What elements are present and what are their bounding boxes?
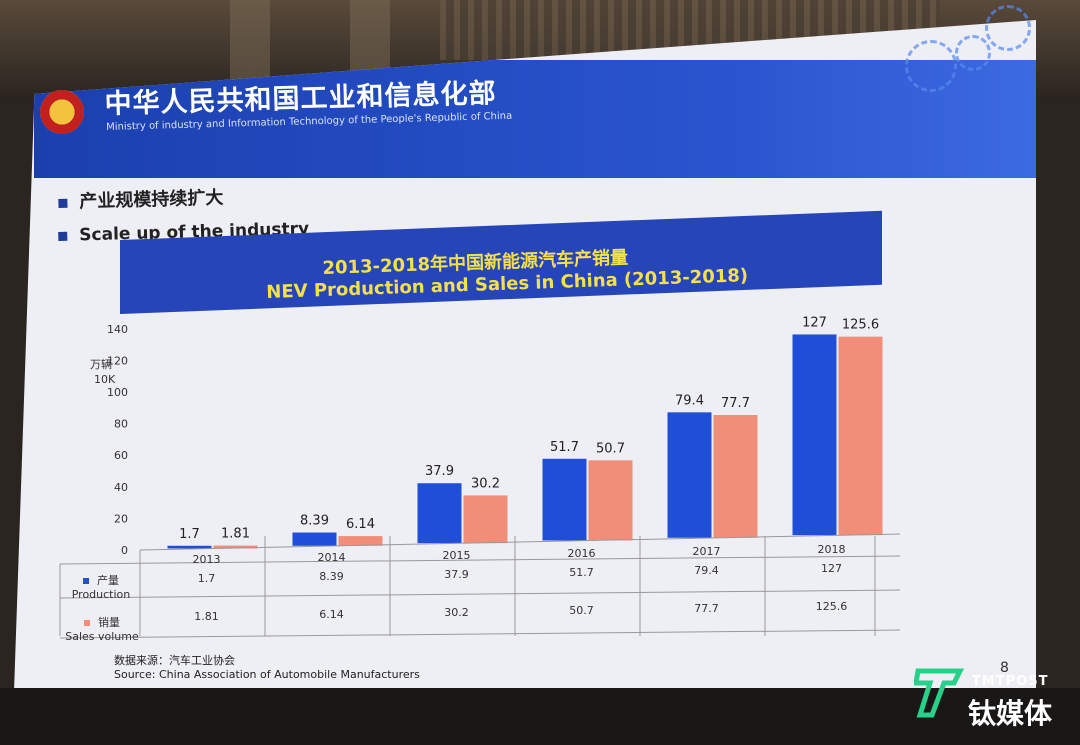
x-tick-label: 2017 xyxy=(693,545,721,558)
table-cell: 51.7 xyxy=(569,566,594,579)
legend-label-en: Production xyxy=(71,588,131,601)
bar-production xyxy=(417,483,462,544)
table-cell: 6.14 xyxy=(319,608,344,621)
national-emblem-icon xyxy=(40,90,84,134)
legend-label-cn: 销量 xyxy=(98,616,120,629)
y-tick-label: 60 xyxy=(114,449,128,462)
bar-sales xyxy=(838,336,883,536)
data-label: 51.7 xyxy=(550,440,579,455)
table-cell: 1.7 xyxy=(198,572,216,585)
x-tick-label: 2013 xyxy=(193,553,221,566)
x-tick-label: 2016 xyxy=(568,547,596,560)
screen-bottom-edge xyxy=(0,688,1080,745)
watermark-text: TMTPOST xyxy=(972,674,1049,689)
table-cell: 79.4 xyxy=(694,564,719,577)
table-cell: 77.7 xyxy=(694,602,719,615)
data-label: 79.4 xyxy=(675,393,704,408)
y-axis-label-en: 10K xyxy=(94,373,116,386)
bar-sales xyxy=(463,495,508,544)
data-label: 125.6 xyxy=(842,318,879,333)
legend-swatch xyxy=(83,578,89,584)
y-tick-label: 140 xyxy=(107,323,128,336)
y-tick-label: 120 xyxy=(107,354,128,367)
data-label: 127 xyxy=(802,315,827,330)
table-cell: 30.2 xyxy=(444,606,469,619)
data-label: 77.7 xyxy=(721,396,750,411)
data-label: 37.9 xyxy=(425,464,454,479)
bar-production xyxy=(792,334,837,536)
x-tick-label: 2015 xyxy=(443,549,471,562)
slide xyxy=(14,20,1036,692)
y-tick-label: 0 xyxy=(121,544,128,557)
table-gridline xyxy=(59,589,901,599)
table-gridline xyxy=(59,629,901,639)
bar-production xyxy=(542,458,587,541)
y-tick-label: 40 xyxy=(114,481,128,494)
y-tick-label: 20 xyxy=(114,512,128,525)
data-label: 1.81 xyxy=(221,527,250,542)
y-axis-label: 万辆 xyxy=(90,358,112,371)
table-cell: 37.9 xyxy=(444,568,469,581)
bar-production xyxy=(667,412,712,538)
gear-icon xyxy=(905,40,957,92)
table-gridline xyxy=(139,533,901,551)
y-tick-label: 80 xyxy=(114,418,128,431)
table-cell: 127 xyxy=(821,562,842,575)
bar-sales xyxy=(338,536,383,546)
bar-sales xyxy=(213,545,258,549)
page-number: 8 xyxy=(1000,660,1009,676)
table-cell: 1.81 xyxy=(194,610,219,623)
bar-sales xyxy=(713,415,758,538)
table-cell: 125.6 xyxy=(816,600,848,613)
x-tick-label: 2018 xyxy=(818,543,846,556)
legend-label-en: Sales volume xyxy=(65,630,139,643)
table-gridline xyxy=(59,555,901,565)
legend-label-cn: 产量 xyxy=(97,574,119,587)
data-label: 8.39 xyxy=(300,514,329,529)
data-label: 50.7 xyxy=(596,441,625,456)
watermark-text-cn: 钛媒体 xyxy=(968,697,1053,730)
data-label: 1.7 xyxy=(179,527,200,542)
gear-icon xyxy=(985,5,1031,51)
legend-sales: 销量 Sales volume xyxy=(64,614,140,643)
wall-pillar xyxy=(230,0,270,90)
gear-icon xyxy=(955,35,991,71)
y-tick-label: 100 xyxy=(107,386,128,399)
table-cell: 8.39 xyxy=(319,570,344,583)
table-cell: 50.7 xyxy=(569,604,594,617)
bar-production xyxy=(167,545,212,549)
legend-swatch xyxy=(84,620,90,626)
source-en: Source: China Association of Automobile … xyxy=(114,668,420,681)
bar-production xyxy=(292,532,337,546)
tmtpost-logo-icon xyxy=(914,668,964,718)
data-label: 6.14 xyxy=(346,517,375,532)
legend-production: 产量 Production xyxy=(66,572,136,601)
data-label: 30.2 xyxy=(471,476,500,491)
source-cn: 数据来源：汽车工业协会 xyxy=(114,654,235,667)
x-tick-label: 2014 xyxy=(318,551,346,564)
bar-sales xyxy=(588,460,633,541)
